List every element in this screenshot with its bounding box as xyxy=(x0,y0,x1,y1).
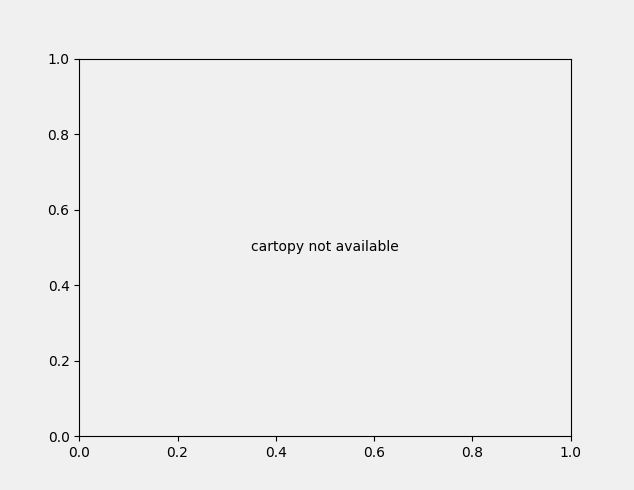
Text: cartopy not available: cartopy not available xyxy=(251,241,399,254)
